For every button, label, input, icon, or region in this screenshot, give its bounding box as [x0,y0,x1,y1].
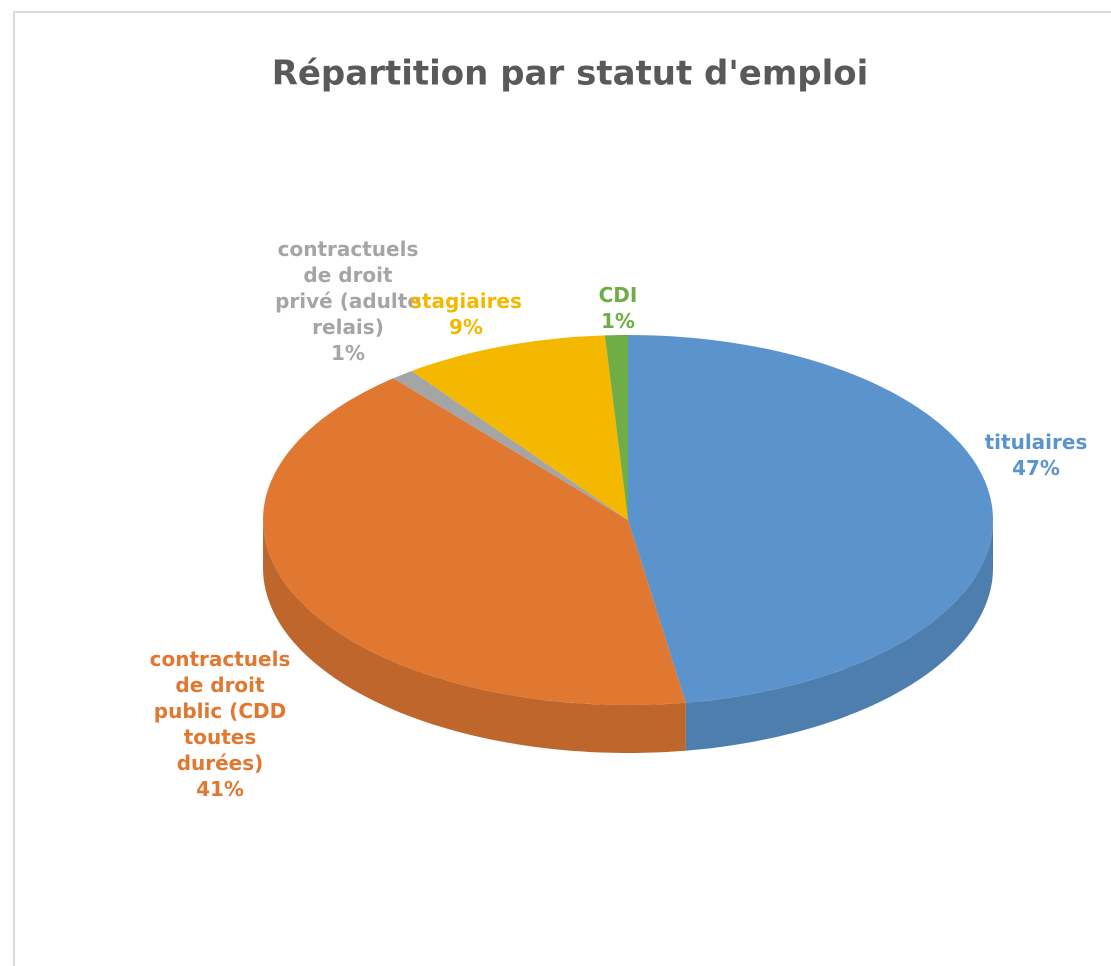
data-label-line: de droit [175,673,265,697]
data-label-value: 41% [196,777,244,801]
slice-side [685,520,993,751]
data-label-value: 1% [331,341,365,365]
slice [411,335,628,520]
data-label-name: titulaires [985,430,1088,454]
chart-title: Répartition par statut d'emploi [272,54,869,94]
data-label-line: stagiaires [410,289,522,313]
data-label-line: toutes [184,725,257,749]
data-label-value: 9% [449,315,483,339]
data-label: stagiaires 9% [410,289,522,339]
data-label-line: durées) [177,751,264,775]
data-label: CDI 1% [599,283,638,333]
data-label-line: relais) [312,315,384,339]
data-label-line: titulaires [985,430,1088,454]
data-label-name: stagiaires [410,289,522,313]
slice [628,335,993,703]
data-label-name: contractuels de droit privé (adulte relais) [275,237,421,339]
data-label-line: de droit [303,263,393,287]
slice-side [263,520,686,753]
data-label-value: 1% [601,309,635,333]
data-label: contractuels de droit privé (adulte relais)… [275,237,421,365]
data-label-value: 47% [1012,456,1060,480]
data-label-line: privé (adulte [275,289,421,313]
data-label: contractuels de droit public (CDD toutes dur… [150,647,291,801]
data-label-line: contractuels [150,647,291,671]
data-label-line: CDI [599,283,638,307]
data-label-line: contractuels [278,237,419,261]
slice [604,335,628,520]
data-label-name: CDI [599,283,638,307]
data-label-line: public (CDD [154,699,286,723]
slice [263,378,686,705]
data-label: titulaires 47% [985,430,1088,480]
slice [393,371,628,520]
data-label-name: contractuels de droit public (CDD toutes dur… [150,647,291,775]
